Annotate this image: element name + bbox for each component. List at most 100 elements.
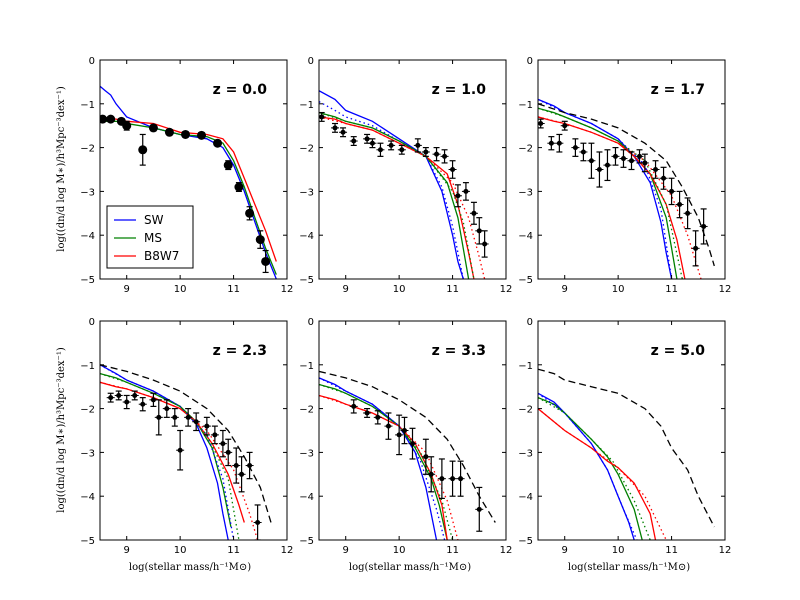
panel-3: 9 10 11 12 0 −1 −2 −3 −4 −5 z = 1.7 [518,56,731,295]
y-tick-label: 0 [527,317,533,328]
data-marker [351,403,357,409]
series-dotted-line-5 [100,381,259,540]
data-marker [455,193,461,199]
data-marker [245,208,255,218]
data-marker [685,210,691,216]
y-tick-label: −3 [299,448,314,459]
data-marker [677,202,683,208]
data-marker [588,158,594,164]
data-marker [482,241,488,247]
x-tick-label: 11 [446,545,459,556]
legend-box [106,205,194,269]
y-tick-label: −5 [80,536,95,547]
data-point [547,136,556,151]
x-tick-label: 10 [612,545,625,556]
data-marker [255,235,265,245]
data-marker [620,156,626,162]
x-tick-label: 10 [393,284,406,295]
y-tick-label: −5 [80,275,95,286]
data-marker [572,145,578,151]
series-dashed-line-6 [538,368,715,528]
x-tick-label: 11 [665,284,678,295]
data-marker [148,123,158,133]
data-marker [388,142,394,148]
data-point [376,142,385,157]
x-tick-label: 9 [343,545,349,556]
data-point [440,149,449,164]
plot-area [100,364,272,540]
x-axis-label-1: log(stellar mass/h⁻¹M⊙) [129,562,251,573]
data-point [154,399,163,436]
data-point [456,460,465,497]
data-point [651,160,660,179]
x-tick-label: 9 [562,545,568,556]
y-tick-label: 0 [527,56,533,67]
data-marker [108,395,114,401]
data-marker [106,114,116,124]
data-point [421,147,430,157]
data-point [538,118,545,129]
data-point [234,182,244,192]
y-tick-label: −4 [299,231,314,242]
data-marker [164,406,170,412]
x-tick-label: 12 [500,284,513,295]
data-point [427,456,436,493]
y-tick-label: −4 [518,492,533,503]
data-marker [332,125,338,131]
y-tick-label: −2 [80,405,95,416]
y-tick-label: −2 [299,405,314,416]
data-point [122,120,132,131]
data-point [130,390,139,401]
y-tick-label: −5 [518,536,533,547]
data-marker [434,151,440,157]
data-point [619,149,628,168]
data-marker [164,127,174,137]
data-point [261,249,271,274]
x-tick-label: 11 [227,545,240,556]
y-tick-label: −4 [80,231,95,242]
panel-title: z = 5.0 [651,343,706,359]
series-dotted-line-4 [100,372,240,540]
y-tick-label: −3 [518,448,533,459]
data-marker [637,153,643,159]
data-marker [255,519,261,525]
data-marker [319,114,325,120]
panel-2: 9 10 11 12 0 −1 −2 −3 −4 −5 z = 1.0 [299,56,512,295]
data-marker [116,392,122,398]
data-marker [701,223,707,229]
x-tick-label: 9 [124,284,130,295]
y-tick-label: −1 [518,361,533,372]
data-marker [450,167,456,172]
data-marker [562,123,568,129]
panel-4: 9 10 11 12 0 −1 −2 −3 −4 −5 z = 2.3 [80,317,293,556]
data-point [192,412,201,432]
data-point [408,427,417,460]
data-point [232,447,241,484]
x-axis-label-3: log(stellar mass/h⁻¹M⊙) [568,562,690,573]
data-marker [401,428,407,433]
data-point [461,182,470,201]
axes-frame [318,320,507,541]
legend-label-ms: MS [144,231,162,245]
series-dotted-line-5 [319,116,486,279]
y-tick-label: 0 [308,317,314,328]
data-point [224,438,233,467]
data-marker [538,121,544,127]
data-marker [177,447,183,453]
data-marker [396,432,402,438]
data-point [667,177,676,206]
y-tick-label: −1 [299,100,314,111]
data-marker [604,162,610,168]
data-point [397,144,406,155]
data-marker [247,463,253,469]
y-tick-label: −4 [299,492,314,503]
axes-frame [537,59,726,280]
data-point [571,138,580,157]
data-point [475,486,484,532]
data-marker [612,153,618,159]
y-tick-label: −4 [80,492,95,503]
data-marker [428,471,434,477]
panel-1: 9 10 11 12 0 −1 −2 −3 −4 −5 z = 0.0 SW MS B8W7 [80,56,293,295]
data-marker [548,140,554,146]
data-marker [364,136,370,142]
